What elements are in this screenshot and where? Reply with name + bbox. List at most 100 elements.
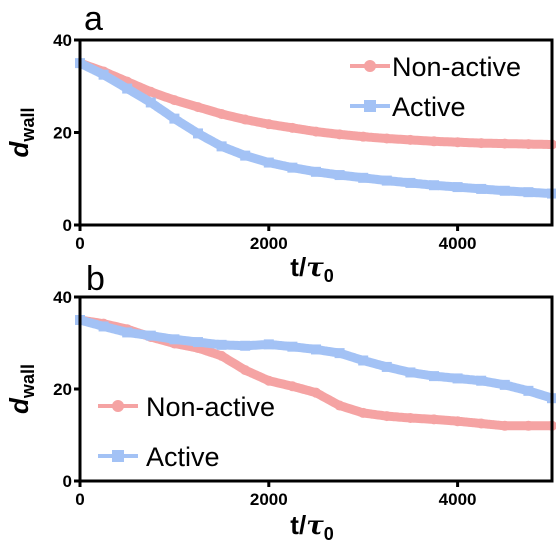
data-point [452, 373, 463, 384]
panel-b: 0 2000 4000 0 20 40 b dwall t/τ0 Non-active Active [4, 260, 556, 544]
x-tick-label: 2000 [250, 490, 288, 509]
y-axis-label: dwall [4, 364, 38, 414]
data-point [240, 340, 251, 351]
legend-label: Non-active [146, 392, 275, 422]
x-axis-label: t/τ0 [290, 252, 333, 286]
legend-marker [112, 400, 124, 412]
data-point [499, 420, 510, 431]
data-point [523, 420, 534, 431]
y-tick-label: 0 [63, 472, 72, 491]
data-point [381, 411, 392, 422]
y-tick-label: 20 [53, 124, 72, 143]
data-point [311, 344, 321, 355]
data-point [523, 385, 534, 396]
data-point [193, 337, 203, 348]
data-point [169, 95, 180, 106]
panel-a: 0 2000 4000 0 20 40 a dwall t/τ0 Non-active Active [4, 0, 556, 286]
data-point [381, 361, 392, 372]
data-point [499, 185, 510, 196]
x-tick-label: 4000 [439, 490, 477, 509]
data-point [122, 327, 133, 338]
series-active [75, 58, 556, 199]
data-point [476, 375, 487, 386]
data-point [311, 387, 321, 398]
data-point [145, 97, 156, 108]
data-point [334, 348, 345, 359]
y-axis-label: dwall [4, 108, 38, 158]
legend-label: Active [146, 442, 220, 472]
data-point [98, 321, 109, 332]
data-point [240, 365, 251, 376]
data-point [499, 138, 510, 149]
data-point [381, 175, 392, 186]
data-point [145, 86, 156, 97]
data-point [476, 418, 487, 429]
data-point [476, 183, 487, 194]
data-point [216, 109, 227, 119]
data-point [381, 133, 392, 144]
data-point [405, 412, 416, 423]
legend-item: Active [350, 92, 466, 122]
x-tick-label: 4000 [439, 234, 477, 253]
data-point [429, 180, 439, 191]
legend-item: Non-active [350, 52, 521, 82]
legend-item: Active [98, 442, 220, 472]
legend-item: Non-active [98, 392, 275, 422]
data-point [216, 350, 227, 361]
x-tick-label: 2000 [250, 234, 288, 253]
data-point [216, 141, 227, 152]
data-point [216, 339, 227, 350]
data-point [263, 119, 274, 130]
data-point [240, 114, 251, 125]
legend: Non-active Active [98, 392, 275, 472]
legend-marker [364, 60, 376, 72]
x-tick-label: 0 [75, 490, 84, 509]
data-point [358, 407, 369, 418]
data-point [452, 182, 463, 193]
data-point [98, 69, 109, 80]
y-tick-label: 40 [53, 288, 72, 307]
data-point [169, 334, 180, 345]
data-point [405, 134, 416, 145]
data-point [263, 375, 274, 386]
legend-label: Active [392, 92, 466, 122]
data-point [358, 172, 369, 183]
series-active [75, 315, 556, 404]
data-point [311, 166, 321, 177]
data-point [358, 131, 369, 142]
data-point [287, 122, 298, 133]
legend: Non-active Active [350, 52, 521, 122]
data-point [334, 129, 345, 140]
y-tick-label: 20 [53, 380, 72, 399]
data-point [240, 150, 251, 161]
legend-marker [364, 100, 376, 112]
data-point [523, 187, 534, 198]
y-tick-label: 40 [53, 31, 72, 50]
panel-letter: b [86, 260, 105, 298]
data-point [452, 137, 463, 148]
data-point [263, 157, 274, 168]
data-point [193, 102, 203, 113]
series-non-active [75, 58, 556, 150]
data-point [193, 128, 203, 139]
x-tick-label: 0 [75, 234, 84, 253]
legend-label: Non-active [392, 52, 521, 82]
data-point [429, 136, 439, 147]
data-point [452, 416, 463, 427]
legend-marker [112, 450, 124, 462]
data-point [287, 381, 298, 392]
data-point [334, 400, 345, 411]
data-point [287, 162, 298, 173]
x-axis-label: t/τ0 [290, 510, 333, 544]
data-point [263, 339, 274, 350]
y-tick-label: 0 [63, 216, 72, 235]
data-point [358, 355, 369, 366]
data-point [429, 371, 439, 382]
data-point [311, 126, 321, 137]
data-point [523, 139, 534, 150]
data-point [145, 330, 156, 341]
data-point [169, 113, 180, 124]
data-point [405, 367, 416, 378]
data-point [287, 341, 298, 352]
